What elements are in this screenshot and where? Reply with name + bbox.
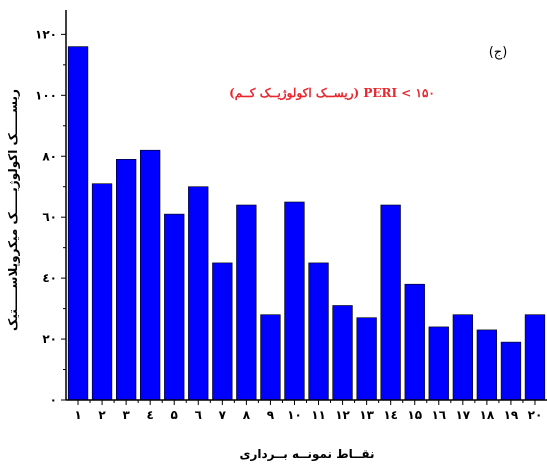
x-tick-label: ۱۸ xyxy=(480,408,495,422)
bar-4 xyxy=(140,149,161,401)
bar-17 xyxy=(452,314,474,401)
bar-14 xyxy=(380,204,401,401)
x-tick-label: ۱۲ xyxy=(335,408,350,422)
bars-group xyxy=(67,46,546,401)
x-tick-label: ۷ xyxy=(219,408,227,422)
bar-6 xyxy=(188,186,209,401)
x-ticks-group: ۱ ۲ ۳ ٤ ۵ ٦ ۷ ۸ ۹ ۱۰ ۱۱ ۱۲ ۱۳ ۱٤ ۱۵ ۱٦ ۱۷ ۱۸ ۱۹ ۲۰ xyxy=(74,400,542,422)
bar-15 xyxy=(404,283,425,401)
bar-11 xyxy=(308,262,329,401)
y-axis-title: ریســـــک اکولوژیـــــک میکروپلاســـــتی… xyxy=(6,89,21,331)
bar-2 xyxy=(91,183,113,401)
x-tick-label: ۸ xyxy=(243,408,251,422)
x-axis-title: نقــاط نمونــه بــرداری xyxy=(239,447,374,462)
x-tick-label: ۲۰ xyxy=(528,408,543,422)
bar-19 xyxy=(500,341,522,401)
x-tick-label: ۱۹ xyxy=(504,408,519,422)
y-tick-label: ۲۰ xyxy=(42,332,57,346)
y-ticks-group: ۰ ۲۰ ٤۰ ٦۰ ۸۰ ۱۰۰ ۱۲۰ xyxy=(35,27,66,407)
x-tick-label: ۹ xyxy=(267,408,275,422)
x-tick-label: ۱۳ xyxy=(359,408,374,422)
y-tick-label: ٦۰ xyxy=(42,210,57,224)
bar-13 xyxy=(356,317,377,401)
bar-3 xyxy=(116,159,137,401)
x-tick-label: ۱۰ xyxy=(287,408,302,422)
bar-16 xyxy=(428,326,449,401)
y-tick-label: ٤۰ xyxy=(42,271,57,285)
x-tick-label: ۱۷ xyxy=(455,408,470,422)
x-tick-label: ۱ xyxy=(74,408,81,422)
bar-8 xyxy=(236,204,257,401)
risk-annotation: PERI < ۱۵۰ (ریســک اکولوژیــک کــم) xyxy=(229,86,435,101)
x-tick-label: ۱٦ xyxy=(431,408,446,422)
y-tick-label: ۸۰ xyxy=(42,149,57,163)
bar-1 xyxy=(67,46,89,401)
y-tick-label: ۱۰۰ xyxy=(35,88,57,102)
bar-9 xyxy=(260,314,281,401)
bar-10 xyxy=(284,201,305,401)
x-tick-label: ۵ xyxy=(171,408,178,422)
bar-12 xyxy=(332,305,353,401)
bar-20 xyxy=(524,314,546,401)
x-tick-label: ۳ xyxy=(122,408,130,422)
bar-5 xyxy=(164,213,185,401)
x-tick-label: ۱٤ xyxy=(383,408,398,422)
x-tick-label: ۱۱ xyxy=(311,408,326,422)
x-tick-label: ۲ xyxy=(98,408,106,422)
bar-7 xyxy=(212,262,233,401)
y-tick-label: ۰ xyxy=(50,393,57,407)
x-tick-label: ٤ xyxy=(147,408,154,422)
panel-label: (ج) xyxy=(489,45,508,60)
y-tick-label: ۱۲۰ xyxy=(35,27,57,41)
x-tick-label: ٦ xyxy=(195,408,202,422)
x-tick-label: ۱۵ xyxy=(407,408,422,422)
bar-18 xyxy=(476,329,498,401)
